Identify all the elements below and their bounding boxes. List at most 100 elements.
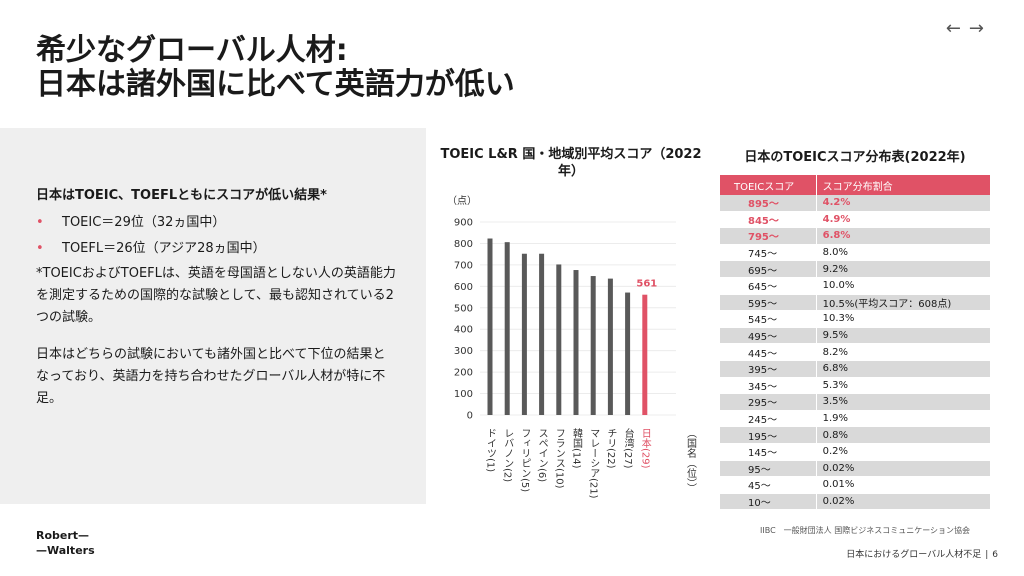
table-row: 845～ 4.9% [720, 211, 990, 229]
score-cell: 445～ [720, 343, 817, 361]
company-logo: Robert— —Walters [36, 529, 95, 557]
source-note: IIBC 一般財団法人 国際ビジネスコミュニケーション協会 [760, 526, 971, 535]
table-row: 745～ 8.0% [720, 244, 990, 262]
prev-arrow-icon[interactable]: ← [945, 18, 969, 39]
bar [539, 253, 545, 415]
table-row: 445～ 8.2% [720, 343, 990, 361]
x-tick-label: 日本(29) [639, 428, 651, 469]
table-row: 10～ 0.02% [720, 493, 990, 511]
summary-bullets: • TOEIC＝29位（32ヵ国中） • TOEFL＝26位（アジア28ヵ国中） [36, 210, 266, 262]
summary-note: *TOEICおよびTOEFLは、英語を母国語としない人の英語能力を測定するための… [36, 266, 396, 325]
bar [607, 278, 613, 415]
x-tick-label: フランス(10) [553, 428, 564, 489]
slide-title: 希少なグローバル人材: 日本は諸外国に比べて英語力が低い [36, 34, 515, 102]
score-cell: 295～ [720, 393, 817, 411]
x-axis-label: （国名（位）） [685, 428, 697, 493]
pct-cell: 0.8% [815, 426, 990, 444]
pct-cell: 6.8% [815, 360, 990, 378]
header-score: TOEICスコア [720, 175, 817, 195]
pct-cell: 1.9% [815, 410, 990, 428]
score-cell: 845～ [720, 211, 817, 229]
table-row: 295～ 3.5% [720, 393, 990, 411]
pct-cell: 0.01% [815, 476, 990, 494]
table-row: 495～ 9.5% [720, 327, 990, 345]
x-tick-label: チリ(22) [605, 428, 616, 469]
bar [625, 292, 631, 415]
summary-heading: 日本はTOEIC、TOEFLともにスコアが低い結果* [36, 188, 327, 203]
score-cell: 145～ [720, 443, 817, 461]
footer: 日本におけるグローバル人材不足 | 6 [846, 547, 998, 560]
table-row: 595～ 10.5%(平均スコア：608点) [720, 294, 990, 312]
y-tick-label: 500 [454, 303, 473, 314]
pct-cell: 9.2% [815, 260, 990, 278]
score-cell: 745～ [720, 244, 817, 262]
table-row: 45～ 0.01% [720, 476, 990, 494]
bar [487, 238, 493, 415]
pct-cell: 0.02% [815, 493, 990, 511]
pct-cell: 8.0% [815, 244, 990, 262]
score-cell: 10～ [720, 493, 817, 511]
score-cell: 345～ [720, 377, 817, 395]
pct-cell: 0.02% [815, 460, 990, 478]
x-tick-label: スペイン(6) [536, 428, 548, 482]
table-header-row: TOEICスコア スコア分布割合 [720, 175, 990, 195]
score-cell: 645～ [720, 277, 817, 295]
footer-text: 日本におけるグローバル人材不足 [846, 550, 982, 560]
table-row: 95～ 0.02% [720, 460, 990, 478]
slide-title-line2: 日本は諸外国に比べて英語力が低い [36, 67, 515, 102]
pct-cell: 0.2% [815, 443, 990, 461]
y-tick-label: 600 [454, 282, 473, 293]
bullet-toefl: • TOEFL＝26位（アジア28ヵ国中） [36, 236, 266, 262]
x-tick-label: フィリピン(5) [519, 428, 530, 492]
pct-cell: 9.5% [815, 327, 990, 345]
pct-cell: 4.9% [815, 211, 990, 229]
x-tick-label: レバノン(2) [502, 428, 514, 482]
score-distribution-table: TOEICスコア スコア分布割合 895～ 4.2% 845～ 4.9% 795～ 6.8… [720, 175, 990, 511]
header-pct: スコア分布割合 [815, 175, 990, 195]
table-title: 日本のTOEICスコア分布表(2022年) [744, 150, 966, 165]
x-tick-label: ドイツ(1) [485, 428, 497, 472]
footer-separator: | [985, 550, 989, 560]
table-row: 795～ 6.8% [720, 227, 990, 245]
bar [504, 242, 510, 415]
page-number: 6 [992, 550, 998, 560]
score-cell: 95～ [720, 460, 817, 478]
score-cell: 245～ [720, 410, 817, 428]
bar [521, 253, 527, 415]
pct-cell: 8.2% [815, 343, 990, 361]
score-cell: 195～ [720, 426, 817, 444]
table-row: 345～ 5.3% [720, 377, 990, 395]
bar [573, 270, 579, 415]
slide-nav: ←→ [946, 18, 992, 39]
bar [590, 276, 596, 415]
next-arrow-icon[interactable]: → [968, 18, 992, 39]
score-cell: 695～ [720, 260, 817, 278]
bullet-dot-icon: • [36, 215, 44, 230]
score-cell: 45～ [720, 476, 817, 494]
summary-panel: 日本はTOEIC、TOEFLともにスコアが低い結果* • TOEIC＝29位（32… [0, 128, 426, 504]
y-tick-label: 100 [454, 389, 473, 400]
bullet-toeic: • TOEIC＝29位（32ヵ国中） [36, 210, 266, 236]
pct-cell: 5.3% [815, 377, 990, 395]
y-tick-label: 800 [454, 239, 473, 250]
y-tick-label: 400 [454, 325, 473, 336]
score-cell: 545～ [720, 310, 817, 328]
y-tick-label: 200 [454, 368, 473, 379]
y-tick-label: 300 [454, 346, 473, 357]
slide-title-line1: 希少なグローバル人材: [36, 33, 348, 68]
pct-cell: 4.2% [815, 195, 990, 212]
y-axis-label: （点） [447, 195, 477, 207]
x-tick-label: マレーシア(21) [588, 428, 599, 499]
bullet-dot-icon: • [36, 241, 44, 256]
score-cell: 395～ [720, 360, 817, 378]
bar [556, 264, 562, 415]
pct-cell: 10.0% [815, 277, 990, 295]
x-tick-label: 韓国(14) [571, 428, 583, 469]
score-cell: 495～ [720, 327, 817, 345]
x-tick-label: 台湾(27) [622, 427, 634, 469]
table-row: 245～ 1.9% [720, 410, 990, 428]
score-cell: 895～ [720, 195, 817, 212]
y-tick-label: 0 [467, 411, 473, 422]
table-row: 695～ 9.2% [720, 260, 990, 278]
y-tick-label: 900 [454, 218, 473, 229]
